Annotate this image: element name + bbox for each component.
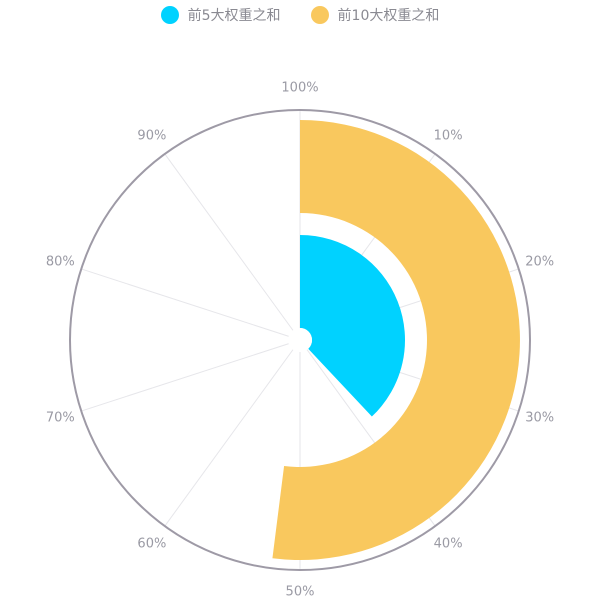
legend-item-top5[interactable]: 前5大权重之和: [160, 5, 281, 25]
grid-line: [81, 268, 301, 341]
legend-item-top10[interactable]: 前10大权重之和: [310, 5, 440, 25]
legend-dot-top5: [160, 6, 179, 24]
angle-tick-label: 40%: [434, 536, 463, 551]
center-hub: [288, 328, 312, 352]
angle-tick-label: 30%: [525, 410, 554, 425]
angle-tick-label: 60%: [137, 536, 166, 551]
angle-tick-label: 20%: [525, 255, 554, 270]
polar-bar-top10[interactable]: [272, 120, 520, 560]
grid-line: [164, 339, 301, 527]
polar-bars: [272, 120, 520, 560]
grid-line: [81, 339, 301, 412]
angle-tick-label: 10%: [434, 129, 463, 144]
legend-label-top10: 前10大权重之和: [337, 8, 440, 24]
angle-axis-ticks: 100% 10% 20% 30% 40% 50% 60% 70% 80% 90%: [46, 81, 554, 600]
legend-dot-top10: [310, 6, 329, 24]
angle-tick-label: 50%: [286, 585, 315, 600]
angle-tick-label: 70%: [46, 410, 75, 425]
angle-tick-label: 100%: [281, 81, 318, 96]
angle-tick-label: 90%: [137, 129, 166, 144]
chart-legend: 前5大权重之和 前10大权重之和: [0, 4, 600, 26]
legend-label-top5: 前5大权重之和: [187, 8, 281, 24]
angle-axis-line: [69, 109, 531, 571]
grid-line: [164, 153, 301, 341]
angle-tick-label: 80%: [46, 255, 75, 270]
polar-bar-top5[interactable]: [300, 235, 406, 417]
